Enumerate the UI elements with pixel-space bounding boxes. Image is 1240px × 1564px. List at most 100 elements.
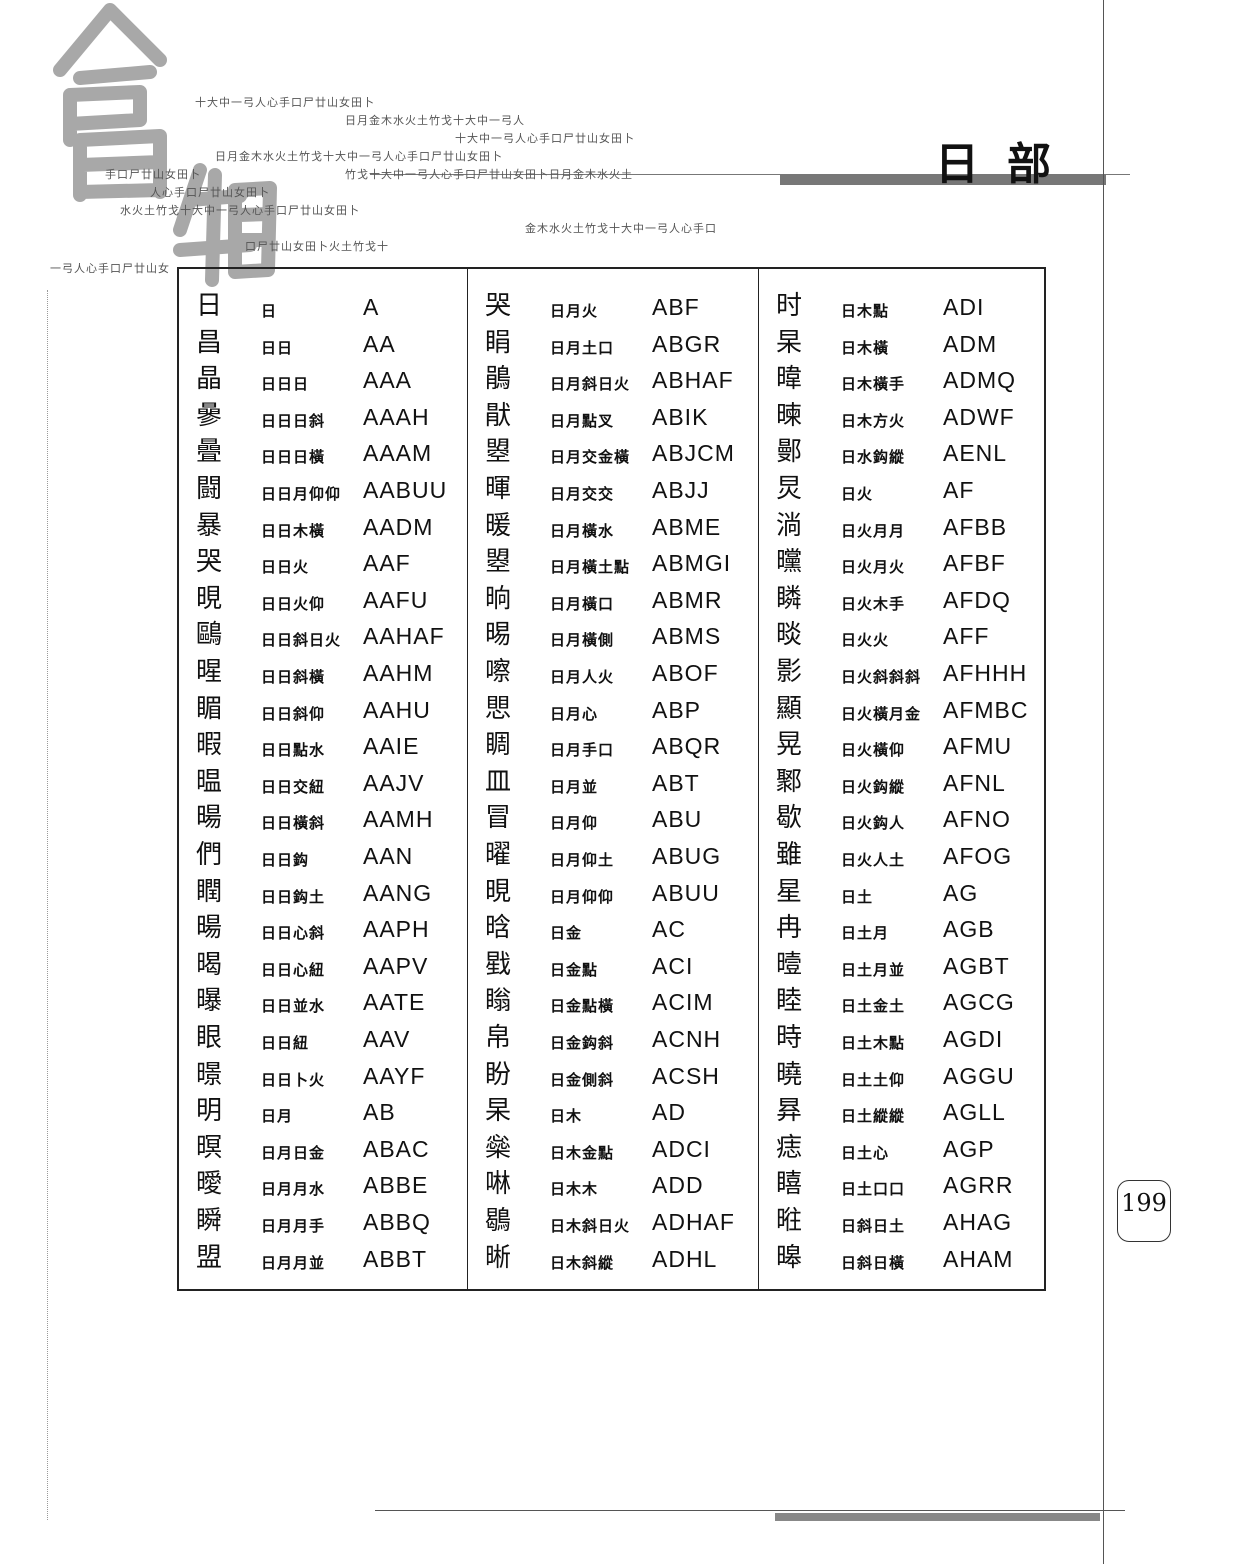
radical-names: 日月仰仰 — [550, 887, 615, 906]
cangjie-code: ABBE — [363, 1172, 429, 1199]
table-row: 暘 日日橫斜 AAMH — [179, 803, 469, 843]
cangjie-code: ABJCM — [652, 440, 735, 467]
cangjie-code: ACIM — [652, 989, 714, 1016]
cangjie-code: ABGR — [652, 330, 722, 357]
radical-names: 日水鈎縱 — [841, 448, 906, 467]
character: 曡 — [196, 437, 223, 468]
character: 星 — [776, 876, 803, 907]
decorative-line: 十大中一弓人心手口尸廿山女田卜 — [195, 96, 375, 109]
radical-names: 日日 — [261, 338, 294, 357]
radical-names: 日木金點 — [550, 1143, 615, 1162]
table-row: 們 日日鈎 AAN — [179, 840, 469, 880]
radical-names: 日火鈎縱 — [841, 777, 906, 796]
character: 昌 — [196, 327, 223, 358]
radical-names: 日木橫手 — [841, 375, 906, 394]
radical-names: 日日並水 — [261, 997, 326, 1016]
character: 痣 — [776, 1132, 803, 1163]
character: 時 — [776, 1023, 803, 1053]
table-row: 明 日月 AB — [179, 1096, 469, 1136]
radical-names: 日土木點 — [841, 1034, 906, 1052]
character: 顯 — [776, 693, 803, 724]
radical-names: 日斜日橫 — [841, 1253, 906, 1272]
table-row: 杲 日木橫 ADM — [759, 328, 1049, 368]
character: 睸 — [196, 693, 223, 724]
radical-names: 日日斜仰 — [261, 704, 326, 723]
radical-names: 日火橫仰 — [841, 741, 906, 760]
character: 暉 — [485, 474, 512, 504]
header-bar — [780, 175, 1106, 185]
character: 暀 — [776, 1206, 803, 1236]
table-row: 痣 日土心 AGP — [759, 1133, 1049, 1173]
character: 晹 — [485, 620, 512, 651]
character: 們 — [196, 840, 223, 870]
character: 雖 — [776, 840, 803, 870]
cangjie-code: ABBT — [363, 1245, 428, 1272]
cangjie-code: AFMBC — [943, 696, 1029, 723]
cangjie-code: AAN — [363, 843, 414, 869]
character: 瞵 — [776, 583, 803, 614]
character: 瞬 — [196, 1206, 223, 1236]
table-row: 睦 日土金土 AGCG — [759, 986, 1049, 1026]
radical-names: 日木 — [550, 1107, 583, 1126]
cangjie-code: AHAM — [943, 1245, 1014, 1272]
character: 晌 — [485, 583, 512, 614]
table-row: 時 日土木點 AGDI — [759, 1023, 1049, 1063]
radical-names: 日月火 — [550, 302, 599, 320]
table-row: 橤 日木金點 ADCI — [468, 1133, 758, 1173]
character: 盟 — [196, 1242, 223, 1273]
table-row: 暴 日日木橫 AADM — [179, 511, 469, 551]
character: 睭 — [485, 730, 512, 761]
character: 曭 — [776, 547, 803, 578]
character: 时 — [776, 291, 803, 321]
table-row: 星 日土 AG — [759, 877, 1049, 917]
table-row: 杲 日木 AD — [468, 1096, 758, 1136]
cangjie-code: ABAC — [363, 1135, 430, 1162]
character: 昪 — [776, 1096, 803, 1127]
radical-names: 日月交金橫 — [550, 448, 631, 467]
radical-names: 日日交紐 — [261, 777, 326, 796]
cangjie-code: ABT — [652, 769, 700, 796]
cangjie-code: AAAM — [363, 440, 433, 467]
cangjie-code: AAHU — [363, 696, 431, 723]
character: 晛 — [485, 876, 512, 907]
character: 闘 — [196, 474, 223, 504]
character: 暒 — [196, 657, 223, 687]
decorative-line: 竹戈十大中一弓人心手口尸廿山女田卜日月金木水火土 — [345, 168, 633, 181]
radical-names: 日月點叉 — [550, 411, 615, 430]
radical-names: 日月月手 — [261, 1217, 326, 1235]
radical-names: 日月橫水 — [550, 521, 615, 540]
cangjie-code: AAA — [363, 367, 413, 394]
character: 杲 — [776, 327, 803, 358]
cangjie-code: AAF — [363, 550, 411, 577]
cangjie-code: ABP — [652, 696, 702, 723]
table-row: 晹 日月橫側 ABMS — [468, 620, 758, 660]
character: 暘 — [196, 803, 223, 834]
table-row: 暘 日日心斜 AAPH — [179, 913, 469, 953]
character: 炅 — [776, 474, 803, 504]
character: 眼 — [196, 1023, 223, 1053]
decorative-line: 日月金木水火土竹戈十大中一弓人 — [345, 114, 525, 127]
table-row: 鶡 日木斜日火 ADHAF — [468, 1206, 758, 1246]
table-row: 鄤 日水鈎縱 AENL — [759, 437, 1049, 477]
page-edge-rule — [1103, 0, 1104, 1564]
radical-names: 日月手口 — [550, 741, 615, 760]
table-row: 曝 日日並水 AATE — [179, 986, 469, 1026]
table-row: 晛 日月仰仰 ABUU — [468, 877, 758, 917]
cangjie-code: ABMS — [652, 623, 722, 650]
character: 鵑 — [485, 364, 512, 395]
character: 曑 — [196, 400, 223, 431]
cangjie-code: ABUG — [652, 843, 722, 869]
radical-names: 日火月月 — [841, 521, 906, 540]
table-row: 曀 日土月並 AGBT — [759, 950, 1049, 990]
section-title: 日部 — [935, 139, 1079, 190]
table-row: 影 日火斜斜斜 AFHHH — [759, 657, 1049, 697]
cangjie-code: AGDI — [943, 1026, 1004, 1052]
radical-names: 日金 — [550, 924, 583, 943]
code-table: 日日 A 昌日日 AA 晶日日日 AAA 曑日日日斜 AAAH 曡日日日橫 AAAM 闘日日月仰仰 A… — [177, 267, 1046, 1291]
radical-names: 日日橫斜 — [261, 814, 326, 833]
cangjie-code: ADHL — [652, 1245, 718, 1272]
cangjie-code: ABOF — [652, 660, 719, 686]
radical-names: 日土土仰 — [841, 1070, 906, 1089]
decorative-line: 日月金木水火土竹戈十大中一弓人心手口尸廿山女田卜 — [215, 150, 503, 163]
cangjie-code: ABJJ — [652, 477, 710, 503]
